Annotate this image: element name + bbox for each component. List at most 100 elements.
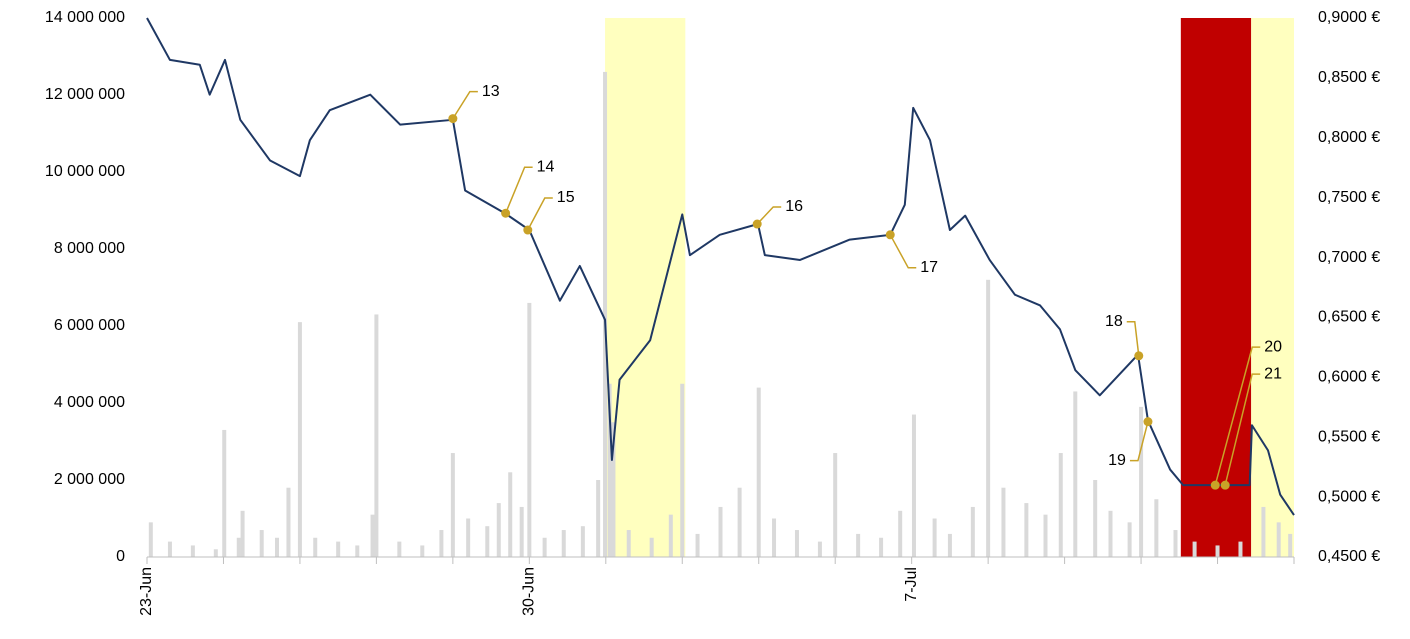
- volume-bar: [695, 533, 700, 557]
- volume-bar: [794, 530, 799, 557]
- annotation-label: 18: [1105, 313, 1123, 330]
- annotation-point: [1220, 480, 1230, 490]
- volume-bar: [1238, 541, 1243, 557]
- volume-bar: [718, 506, 723, 557]
- volume-bar: [542, 537, 547, 557]
- annotation-point: [1143, 417, 1153, 427]
- y2-tick-label: 0,5500 €: [1318, 428, 1380, 445]
- y-tick-label: 8 000 000: [54, 240, 125, 257]
- annotation-label: 16: [785, 198, 803, 215]
- volume-bar: [259, 530, 264, 557]
- volume-bar: [596, 480, 601, 557]
- volume-bar: [561, 530, 566, 557]
- volume-bar: [240, 510, 245, 557]
- annotation-leader: [889, 234, 917, 269]
- y-tick-label: 2 000 000: [54, 471, 125, 488]
- volume-bar: [580, 526, 585, 557]
- annotation-point: [885, 230, 895, 240]
- volume-bar: [236, 537, 241, 557]
- volume-bar: [274, 537, 279, 557]
- annotation-point: [1134, 351, 1144, 361]
- y2-tick-label: 0,5000 €: [1318, 488, 1380, 505]
- annotation-leader: [1224, 373, 1261, 486]
- volume-bar: [313, 537, 318, 557]
- volume-bar: [1288, 533, 1293, 557]
- volume-bar: [668, 514, 673, 557]
- volume-bar: [355, 545, 360, 557]
- volume-bar: [374, 314, 379, 557]
- highlight-band: [1251, 18, 1294, 557]
- x-tick-label: 30-Jun: [521, 567, 538, 616]
- volume-bar: [527, 302, 532, 557]
- annotation-point: [448, 114, 458, 124]
- volume-bar: [167, 541, 172, 557]
- volume-bar: [1024, 503, 1029, 557]
- volume-bar: [1073, 391, 1078, 557]
- volume-bar: [986, 279, 991, 557]
- volume-bar: [898, 510, 903, 557]
- volume-bar: [190, 545, 195, 557]
- y2-tick-label: 0,7000 €: [1318, 249, 1380, 266]
- y2-tick-label: 0,9000 €: [1318, 9, 1380, 26]
- y2-tick-label: 0,8000 €: [1318, 129, 1380, 146]
- volume-bar: [649, 537, 654, 557]
- volume-bar: [485, 526, 490, 557]
- volume-bar: [508, 472, 513, 557]
- annotation-point: [1210, 480, 1220, 490]
- volume-bar: [439, 530, 444, 557]
- volume-bar: [370, 514, 375, 557]
- volume-bar: [970, 506, 975, 557]
- annotation-label: 13: [482, 83, 500, 100]
- annotation-label: 20: [1264, 338, 1282, 355]
- annotation-leader: [1214, 346, 1261, 486]
- volume-bar: [932, 518, 937, 557]
- volume-bar: [833, 453, 838, 557]
- annotation-leader: [756, 206, 782, 225]
- volume-bar: [1276, 522, 1281, 557]
- annotation-point: [523, 225, 533, 235]
- annotation-leader: [1126, 321, 1140, 356]
- volume-bar: [1173, 530, 1178, 557]
- y-tick-label: 0: [116, 548, 125, 565]
- volume-bar: [856, 533, 861, 557]
- annotation-label: 14: [537, 158, 555, 175]
- volume-bar: [603, 71, 608, 558]
- highlight-band: [1180, 18, 1252, 557]
- volume-bar: [756, 387, 761, 557]
- volume-bar: [1154, 499, 1159, 557]
- volume-bar: [1001, 487, 1006, 557]
- volume-bar: [947, 533, 952, 557]
- volume-bar: [519, 506, 524, 557]
- volume-bar: [420, 545, 425, 557]
- volume-bar: [450, 453, 455, 557]
- volume-bar: [1058, 453, 1063, 557]
- annotation-point: [752, 219, 762, 229]
- volume-bar: [397, 541, 402, 557]
- volume-bar: [1215, 545, 1220, 557]
- volume-bar: [680, 383, 685, 557]
- volume-bar: [626, 530, 631, 557]
- volume-bar: [911, 414, 916, 557]
- y-tick-label: 12 000 000: [45, 86, 125, 103]
- y-tick-label: 10 000 000: [45, 163, 125, 180]
- annotation-leader: [1129, 421, 1149, 462]
- x-tick-label: 23-Jun: [138, 567, 155, 616]
- volume-bar: [222, 429, 227, 557]
- volume-bar: [297, 322, 302, 557]
- annotation-point: [501, 208, 511, 218]
- annotation-label: 17: [920, 259, 938, 276]
- volume-bar: [1093, 480, 1098, 557]
- volume-bar: [879, 537, 884, 557]
- highlight-band: [605, 18, 686, 557]
- volume-bar: [737, 487, 742, 557]
- volume-bar: [213, 549, 218, 557]
- annotation-label: 19: [1108, 452, 1126, 469]
- y-tick-label: 14 000 000: [45, 9, 125, 26]
- volume-bar: [772, 518, 777, 557]
- volume-bar: [817, 541, 822, 557]
- y2-tick-label: 0,6000 €: [1318, 369, 1380, 386]
- volume-bar: [466, 518, 471, 557]
- annotation-leader: [527, 197, 553, 231]
- volume-bar: [1127, 522, 1132, 557]
